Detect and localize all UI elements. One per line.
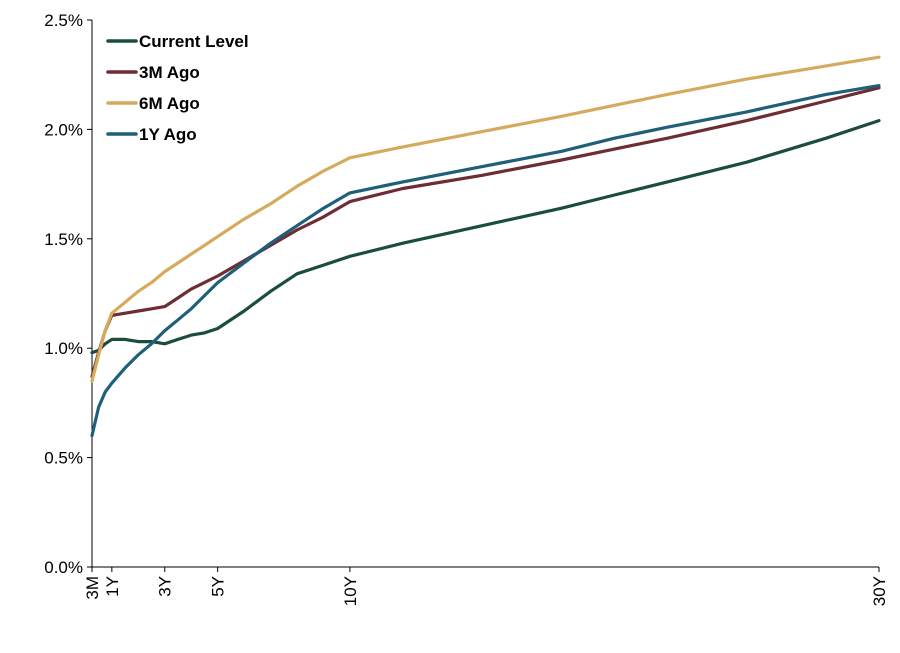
y-tick-label: 1.0% [44,339,83,358]
series-lines [90,55,881,438]
x-axis-ticks: 3M 1Y 3Y 5Y 10Y 30Y [83,567,889,606]
x-tick-label: 5Y [209,576,228,597]
legend-label: 6M Ago [139,94,200,113]
legend-label: 1Y Ago [139,125,197,144]
x-tick-label: 3Y [156,576,175,597]
y-axis-ticks: 0.0% 0.5% 1.0% 1.5% 2.0% 2.5% [44,11,92,577]
y-tick-label: 1.5% [44,230,83,249]
legend: Current Level 3M Ago 6M Ago 1Y Ago [106,32,249,144]
series-line-1y-ago [90,84,881,438]
y-tick-label: 2.0% [44,120,83,139]
legend-label: Current Level [139,32,249,51]
x-tick-label: 3M [83,576,102,600]
series-line-3m-ago [90,86,881,379]
series-line-6m-ago [90,55,881,383]
plot-area: 0.0% 0.5% 1.0% 1.5% 2.0% 2.5% 3M 1Y 3Y 5Y 10Y 30Y [44,11,889,606]
y-tick-label: 2.5% [44,11,83,30]
legend-label: 3M Ago [139,63,200,82]
x-tick-label: 10Y [341,576,360,606]
y-tick-label: 0.5% [44,449,83,468]
x-tick-label: 1Y [103,576,122,597]
series-line-current-level [90,119,881,355]
x-tick-label: 30Y [870,576,889,606]
y-tick-label: 0.0% [44,558,83,577]
